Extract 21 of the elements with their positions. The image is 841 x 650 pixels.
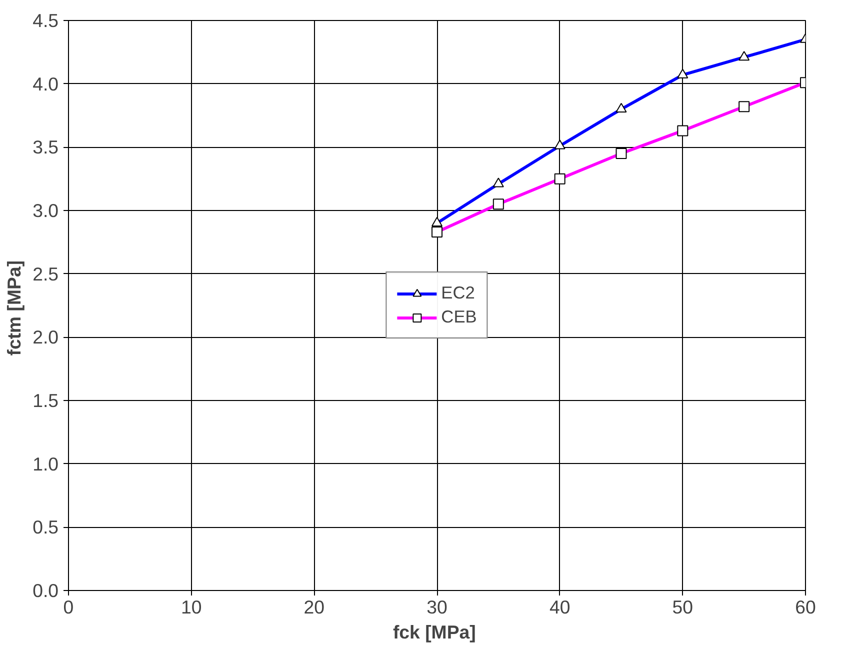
y-tick-label: 3.0: [32, 200, 59, 221]
x-tick-label: 30: [426, 596, 448, 618]
y-tick-label: 0.0: [32, 580, 59, 601]
x-tick-label: 0: [63, 596, 74, 618]
y-tick-label: 4.0: [32, 73, 59, 94]
legend-label: EC2: [441, 282, 475, 304]
x-tick-label: 20: [304, 596, 325, 618]
x-tick-label: 50: [672, 596, 694, 618]
y-axis-title: fctm [MPa]: [4, 260, 25, 356]
y-tick-label: 1.0: [32, 453, 59, 474]
x-tick-label: 60: [795, 596, 816, 618]
x-tick-label: 10: [180, 596, 202, 618]
y-tick-label: 2.0: [32, 326, 59, 348]
y-tick-label: 4.5: [32, 10, 59, 31]
x-tick-label: 40: [549, 596, 570, 618]
x-axis-title: fck [MPa]: [392, 622, 476, 642]
y-tick-label: 3.5: [32, 136, 59, 158]
y-tick-label: 1.5: [32, 390, 59, 411]
legend-label: CEB: [441, 306, 477, 328]
y-tick-label: 2.5: [32, 263, 59, 284]
y-tick-label: 0.5: [32, 516, 59, 538]
